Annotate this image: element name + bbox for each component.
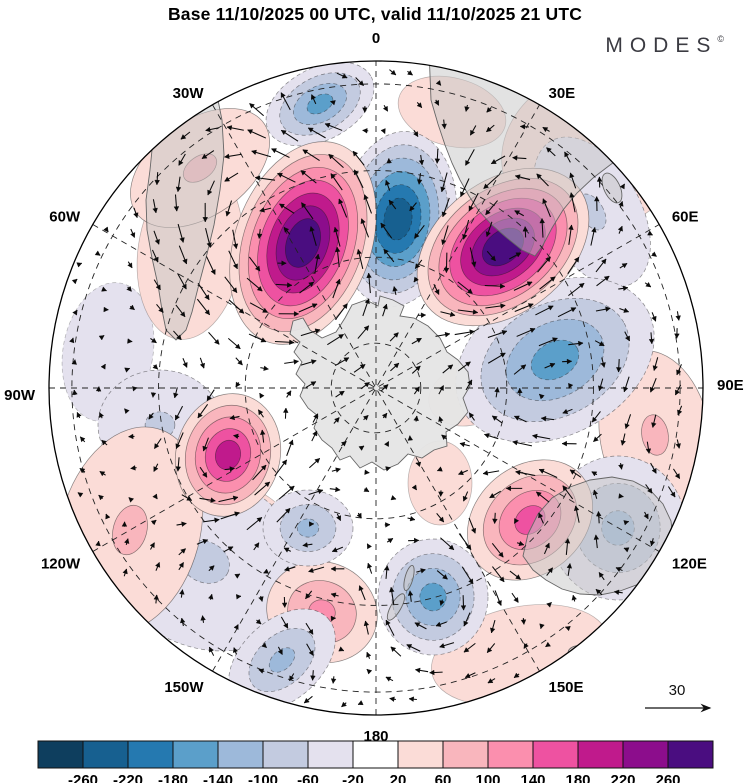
colorbar-label-140: 140 bbox=[520, 772, 545, 783]
anomaly-contour-low-140W-75S bbox=[296, 518, 320, 538]
anomaly-contour-low-70E-70S-band bbox=[530, 339, 580, 381]
colorbar-label--220: -220 bbox=[113, 772, 143, 783]
longitude-label-150E: 150E bbox=[549, 679, 584, 696]
longitude-label-90W: 90W bbox=[4, 387, 36, 404]
colorbar-label-260: 260 bbox=[655, 772, 680, 783]
longitude-label-30E: 30E bbox=[549, 85, 576, 102]
colorbar-cell-14 bbox=[667, 740, 714, 769]
colorbar-label-20: 20 bbox=[390, 772, 407, 783]
colorbar-cell-5 bbox=[262, 740, 309, 769]
colorbar-label--60: -60 bbox=[297, 772, 319, 783]
page-title: Base 11/10/2025 00 UTC, valid 11/10/2025… bbox=[167, 4, 583, 24]
map-boundary-circle bbox=[48, 60, 704, 716]
colorbar-label--260: -260 bbox=[68, 772, 98, 783]
copyright-mark: © bbox=[717, 34, 724, 44]
map-interior bbox=[49, 61, 703, 715]
wind-arrow-field bbox=[69, 69, 683, 708]
colorbar-cell-0 bbox=[37, 740, 84, 769]
colorbar-cell-8 bbox=[397, 740, 444, 769]
anomaly-contour-high-100W-45S-skirt bbox=[112, 504, 148, 556]
land-madagascar bbox=[601, 172, 623, 204]
grid-meridian-30 bbox=[212, 104, 540, 672]
longitude-label-30W: 30W bbox=[173, 85, 205, 102]
colorbar-cell-9 bbox=[442, 740, 489, 769]
longitude-label-0: 0 bbox=[372, 30, 380, 47]
anomaly-contour-low-150W-45S-band bbox=[268, 647, 296, 673]
colorbar-cell-7 bbox=[352, 740, 399, 769]
grid-latitude-circle-0 bbox=[330, 342, 422, 434]
reference-arrow-label: 30 bbox=[669, 682, 686, 699]
longitude-label-60W: 60W bbox=[49, 209, 81, 226]
colorbar-cell-3 bbox=[172, 740, 219, 769]
colorbar-cell-6 bbox=[307, 740, 354, 769]
grid-latitude-circle-1 bbox=[244, 256, 508, 520]
colorbar-label-220: 220 bbox=[610, 772, 635, 783]
land-new-zealand-north-island bbox=[403, 564, 415, 592]
colorbar-cell-10 bbox=[487, 740, 534, 769]
modes-logo: MODES© bbox=[605, 34, 724, 57]
grid-meridian-60 bbox=[92, 224, 660, 552]
anomaly-contour-low-0E-60S bbox=[383, 197, 413, 241]
reference-arrow-head bbox=[700, 703, 712, 713]
land-new-zealand-south-island bbox=[386, 593, 406, 621]
colorbar-label--140: -140 bbox=[203, 772, 233, 783]
colorbar-label--100: -100 bbox=[248, 772, 278, 783]
longitude-label-120E: 120E bbox=[672, 556, 707, 573]
longitude-label-120W: 120W bbox=[41, 556, 81, 573]
colorbar-label-60: 60 bbox=[435, 772, 452, 783]
anomaly-contour-low-175E-50S bbox=[419, 582, 447, 612]
longitude-label-150W: 150W bbox=[164, 679, 204, 696]
grid-meridian-120 bbox=[92, 224, 660, 552]
colorbar-cell-11 bbox=[532, 740, 579, 769]
colorbar-cell-4 bbox=[217, 740, 264, 769]
colorbar-cell-12 bbox=[577, 740, 624, 769]
colorbar-label-100: 100 bbox=[475, 772, 500, 783]
colorbar-label--20: -20 bbox=[342, 772, 364, 783]
colorbar-cell-2 bbox=[127, 740, 174, 769]
colorbar-cell-1 bbox=[82, 740, 129, 769]
anomaly-contour-high-100W-70S bbox=[214, 439, 242, 471]
grid-meridian-150 bbox=[212, 104, 540, 672]
colorbar-cell-13 bbox=[622, 740, 669, 769]
longitude-label-90E: 90E bbox=[717, 377, 744, 394]
colorbar-label--180: -180 bbox=[158, 772, 188, 783]
longitude-label-60E: 60E bbox=[672, 209, 699, 226]
colorbar-label-180: 180 bbox=[565, 772, 590, 783]
land-south-america bbox=[145, 84, 225, 341]
